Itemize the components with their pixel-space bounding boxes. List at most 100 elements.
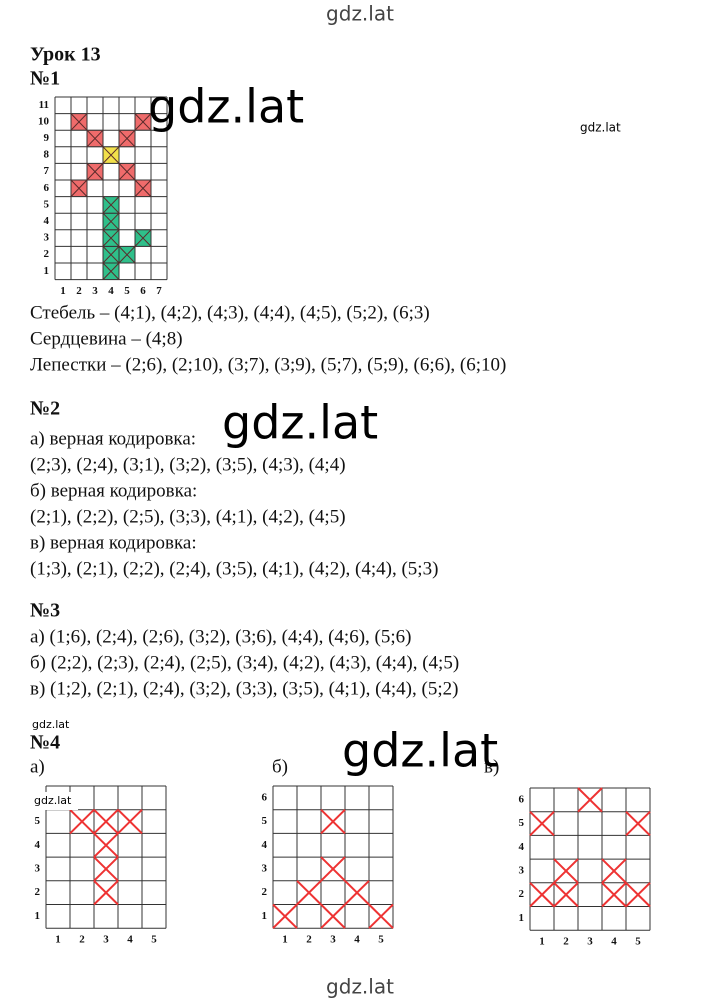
grid-label: а) <box>30 756 45 777</box>
text-line: б) (2;2), (2;3), (2;4), (2;5), (3;4), (4… <box>30 652 459 673</box>
x-axis-label: 4 <box>127 934 133 946</box>
y-axis-label: 10 <box>38 115 50 127</box>
y-axis-label: 3 <box>519 864 525 876</box>
task-number: №3 <box>30 600 60 622</box>
x-axis-label: 1 <box>282 934 288 946</box>
cross <box>577 787 603 813</box>
x-axis-label: 4 <box>108 285 114 297</box>
x-axis-label: 2 <box>306 934 312 946</box>
y-axis-label: 1 <box>262 910 268 922</box>
text-line: в) верная кодировка: <box>30 532 197 553</box>
cross <box>93 856 119 882</box>
task-number: №4 <box>30 732 60 754</box>
x-axis-label: 5 <box>378 934 384 946</box>
cross <box>70 113 88 131</box>
y-axis-label: 6 <box>519 793 525 805</box>
watermark: gdz.lat <box>148 80 304 134</box>
cross <box>86 129 104 148</box>
task-number: №1 <box>30 68 60 90</box>
y-axis-label: 6 <box>44 182 50 194</box>
x-axis-label: 1 <box>539 936 545 948</box>
x-axis-label: 5 <box>124 285 130 297</box>
y-axis-label: 5 <box>44 198 50 210</box>
x-axis-label: 7 <box>156 285 162 297</box>
cross <box>368 903 394 929</box>
watermark: gdz.lat <box>222 396 378 450</box>
x-axis-label: 5 <box>635 936 641 948</box>
watermark: gdz.lat <box>34 794 72 807</box>
x-axis-label: 3 <box>330 934 336 946</box>
watermark: gdz.lat <box>326 975 394 999</box>
cross <box>70 179 88 197</box>
grid-label: б) <box>272 756 288 777</box>
x-axis-label: 4 <box>354 934 360 946</box>
cross <box>529 882 555 908</box>
y-axis-label: 5 <box>519 817 525 829</box>
y-axis-label: 5 <box>35 815 41 827</box>
cross <box>134 113 152 131</box>
watermark-box <box>30 792 78 810</box>
y-axis-label: 6 <box>262 791 268 803</box>
y-axis-label: 8 <box>44 149 50 161</box>
y-axis-label: 5 <box>262 815 268 827</box>
x-axis-label: 1 <box>55 934 61 946</box>
y-axis-label: 3 <box>262 862 268 874</box>
grid-label: в) <box>484 756 499 777</box>
cross <box>69 808 95 835</box>
cross <box>134 229 152 247</box>
y-axis-label: 9 <box>44 132 50 144</box>
cross <box>625 810 651 837</box>
cross <box>102 229 120 247</box>
cross <box>102 246 120 264</box>
cross <box>601 882 627 908</box>
y-axis-label: 2 <box>262 886 268 898</box>
y-axis-label: 4 <box>519 841 525 853</box>
text-line: (2;1), (2;2), (2;5), (3;3), (4;1), (4;2)… <box>30 506 346 527</box>
x-axis-label: 2 <box>79 934 85 946</box>
cross <box>344 880 370 906</box>
text-line: (2;3), (2;4), (3;1), (3;2), (3;5), (4;3)… <box>30 454 346 475</box>
watermark: gdz.lat <box>580 121 621 135</box>
text-line: Стебель – (4;1), (4;2), (4;3), (4;4), (4… <box>30 302 430 323</box>
lesson-title: Урок 13 <box>30 44 101 66</box>
x-axis-label: 3 <box>92 285 98 297</box>
cross <box>529 810 555 837</box>
cross <box>102 146 120 164</box>
cross <box>320 903 346 929</box>
cross <box>117 808 143 835</box>
x-axis-label: 1 <box>60 285 66 297</box>
text-line: а) верная кодировка: <box>30 428 196 449</box>
y-axis-label: 2 <box>44 248 50 260</box>
cross <box>601 858 627 884</box>
x-axis-label: 2 <box>563 936 569 948</box>
cross <box>118 129 136 148</box>
cross <box>296 880 322 906</box>
task-number: №2 <box>30 398 60 420</box>
cross <box>320 808 346 835</box>
text-line: б) верная кодировка: <box>30 480 197 501</box>
y-axis-label: 4 <box>44 215 50 227</box>
cross <box>625 882 651 908</box>
cross <box>102 262 120 280</box>
text-line: в) (1;2), (2;1), (2;4), (3;2), (3;3), (3… <box>30 678 458 699</box>
text-line: Лепестки – (2;6), (2;10), (3;7), (3;9), … <box>30 354 506 375</box>
y-axis-label: 2 <box>519 888 525 900</box>
y-axis-label: 1 <box>519 912 525 924</box>
cross <box>118 246 136 264</box>
y-axis-label: 1 <box>35 910 41 922</box>
y-axis-label: 11 <box>39 99 49 111</box>
y-axis-label: 3 <box>44 232 50 244</box>
x-axis-label: 3 <box>103 934 109 946</box>
y-axis-label: 4 <box>262 839 268 851</box>
cross <box>320 856 346 882</box>
cross <box>553 882 579 908</box>
cross <box>93 808 119 835</box>
cross <box>118 163 136 181</box>
y-axis-label: 2 <box>35 886 41 898</box>
watermark: gdz.lat <box>32 718 70 731</box>
text-line: а) (1;6), (2;4), (2;6), (3;2), (3;6), (4… <box>30 626 411 647</box>
cross <box>102 212 120 231</box>
y-axis-label: 7 <box>44 165 50 177</box>
x-axis-label: 6 <box>140 285 146 297</box>
